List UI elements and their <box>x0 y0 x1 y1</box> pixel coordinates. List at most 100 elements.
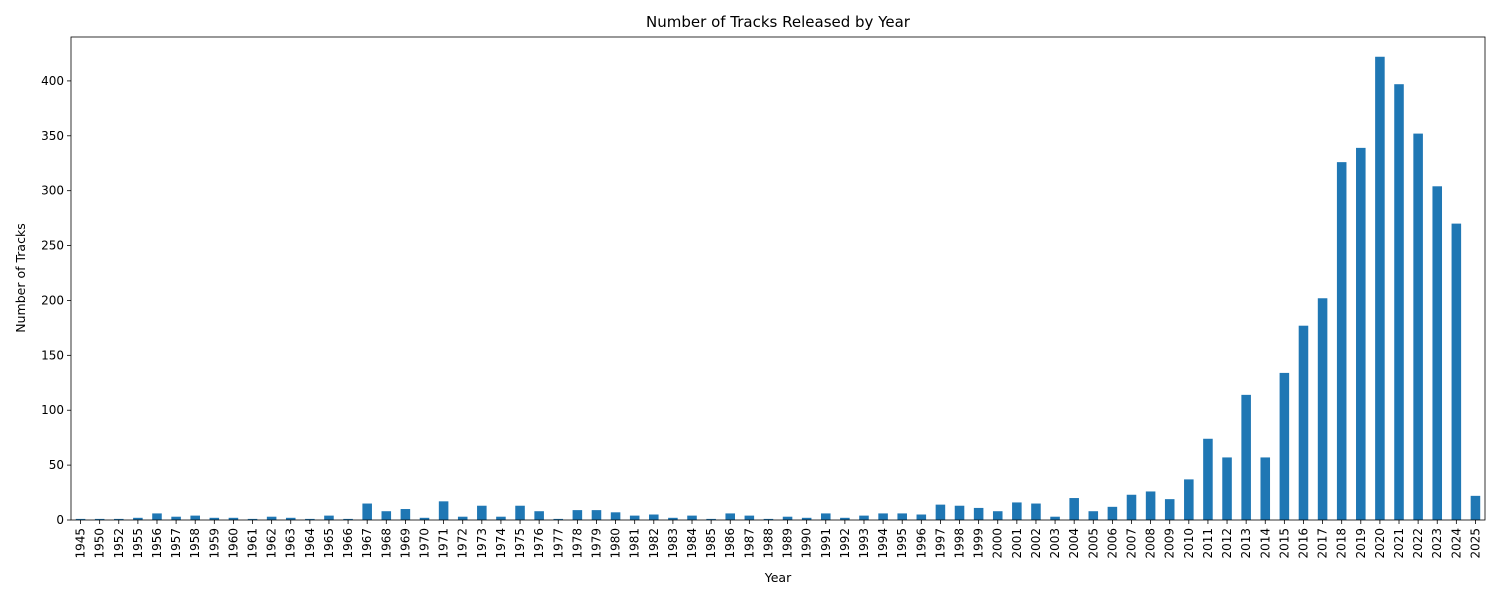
bar-2017 <box>1317 298 1328 520</box>
x-tick-label-2014: 2014 <box>1258 528 1272 559</box>
x-tick-label-1997: 1997 <box>933 528 947 559</box>
x-tick-label-1965: 1965 <box>322 528 336 559</box>
bar-1995 <box>897 513 907 520</box>
x-tick-label-2020: 2020 <box>1373 528 1387 559</box>
x-axis: 1945 1950 1952 1955 1956 1957 1958 1959 1960 1961… <box>74 520 1482 559</box>
bar-2000 <box>992 511 1003 520</box>
bar-1989 <box>782 516 793 520</box>
bar-2005 <box>1088 511 1099 520</box>
y-tick-label-200: 200 <box>41 293 64 307</box>
x-tick-label-1968: 1968 <box>379 528 393 559</box>
bar-1986 <box>725 513 736 520</box>
bar-2016 <box>1298 325 1309 520</box>
plot-frame <box>70 36 1486 521</box>
bar-1957 <box>171 516 181 520</box>
x-tick-label-1983: 1983 <box>666 528 680 559</box>
x-tick-label-1956: 1956 <box>150 528 164 559</box>
x-tick-label-2006: 2006 <box>1105 528 1119 559</box>
bar-2002 <box>1031 503 1041 520</box>
bar-1988 <box>763 518 774 520</box>
x-tick-label-1978: 1978 <box>570 528 584 559</box>
bar-2012 <box>1222 457 1232 520</box>
x-tick-label-2017: 2017 <box>1316 528 1330 559</box>
bar-1973 <box>477 505 487 520</box>
x-tick-label-1957: 1957 <box>169 528 183 559</box>
bar-1961 <box>247 518 258 520</box>
y-tick-label-0: 0 <box>56 513 64 527</box>
x-tick-label-1972: 1972 <box>456 528 470 559</box>
x-tick-label-2000: 2000 <box>991 528 1005 559</box>
chart-title: Number of Tracks Released by Year <box>646 13 911 31</box>
y-axis-label: Number of Tracks <box>13 223 28 332</box>
x-tick-label-1999: 1999 <box>972 528 986 559</box>
bar-2025 <box>1470 495 1481 520</box>
y-tick-label-50: 50 <box>49 458 64 472</box>
x-tick-label-2005: 2005 <box>1086 528 1100 559</box>
bar-2023 <box>1432 186 1443 521</box>
bar-2014 <box>1260 457 1271 520</box>
x-tick-label-2002: 2002 <box>1029 528 1043 559</box>
bar-1945 <box>75 518 86 520</box>
x-tick-label-1977: 1977 <box>551 528 565 559</box>
x-tick-label-1988: 1988 <box>761 528 775 559</box>
bar-1955 <box>133 517 143 520</box>
bar-1965 <box>324 515 334 520</box>
x-tick-label-1967: 1967 <box>360 528 374 559</box>
x-tick-label-2003: 2003 <box>1048 528 1062 559</box>
bar-2009 <box>1164 499 1175 520</box>
bar-2022 <box>1413 133 1423 520</box>
x-tick-label-1992: 1992 <box>838 528 852 559</box>
bar-1974 <box>496 516 506 520</box>
bar-2010 <box>1184 479 1194 520</box>
x-tick-label-1959: 1959 <box>207 528 221 559</box>
x-tick-label-1969: 1969 <box>398 528 412 559</box>
bar-1958 <box>190 515 200 520</box>
x-tick-label-2023: 2023 <box>1430 528 1444 559</box>
bar-2020 <box>1375 56 1385 520</box>
bar-2024 <box>1451 223 1462 520</box>
bar-1994 <box>878 513 888 520</box>
bar-2004 <box>1069 498 1079 520</box>
x-tick-label-1990: 1990 <box>800 528 814 559</box>
x-tick-label-1958: 1958 <box>188 528 202 559</box>
x-tick-label-1952: 1952 <box>112 528 126 559</box>
bar-2021 <box>1394 84 1404 520</box>
x-tick-label-1989: 1989 <box>781 528 795 559</box>
x-tick-label-2024: 2024 <box>1449 528 1463 559</box>
bars-group <box>75 56 1481 521</box>
bar-1993 <box>859 515 869 520</box>
x-tick-label-1979: 1979 <box>589 528 603 559</box>
x-axis-label: Year <box>764 570 792 585</box>
bar-1952 <box>113 518 124 520</box>
x-tick-label-1973: 1973 <box>475 528 489 559</box>
x-tick-label-1950: 1950 <box>93 528 107 559</box>
x-tick-label-1945: 1945 <box>74 528 88 559</box>
bar-1972 <box>457 516 468 520</box>
bar-2003 <box>1050 516 1060 520</box>
y-tick-label-300: 300 <box>41 184 64 198</box>
x-tick-label-1996: 1996 <box>914 528 928 559</box>
x-tick-label-2025: 2025 <box>1468 528 1482 559</box>
bar-1979 <box>591 510 602 520</box>
bar-1982 <box>649 514 659 520</box>
x-tick-label-2011: 2011 <box>1201 528 1215 559</box>
bar-1996 <box>916 514 927 520</box>
x-tick-label-1985: 1985 <box>704 528 718 559</box>
x-tick-label-1962: 1962 <box>265 528 279 559</box>
bar-1990 <box>801 517 812 520</box>
bar-1967 <box>362 503 372 520</box>
x-tick-label-2019: 2019 <box>1354 528 1368 559</box>
bar-1997 <box>935 504 946 520</box>
bar-1980 <box>610 512 621 520</box>
x-tick-label-1984: 1984 <box>685 528 699 559</box>
bar-2015 <box>1279 372 1290 520</box>
x-tick-label-1991: 1991 <box>819 528 833 559</box>
x-tick-label-2008: 2008 <box>1144 528 1158 559</box>
x-tick-label-2018: 2018 <box>1335 528 1349 559</box>
bar-1991 <box>820 513 831 520</box>
bar-1959 <box>209 517 220 520</box>
x-tick-label-2004: 2004 <box>1067 528 1081 559</box>
x-tick-label-1964: 1964 <box>303 528 317 559</box>
x-tick-label-1970: 1970 <box>418 528 432 559</box>
y-tick-label-100: 100 <box>41 403 64 417</box>
